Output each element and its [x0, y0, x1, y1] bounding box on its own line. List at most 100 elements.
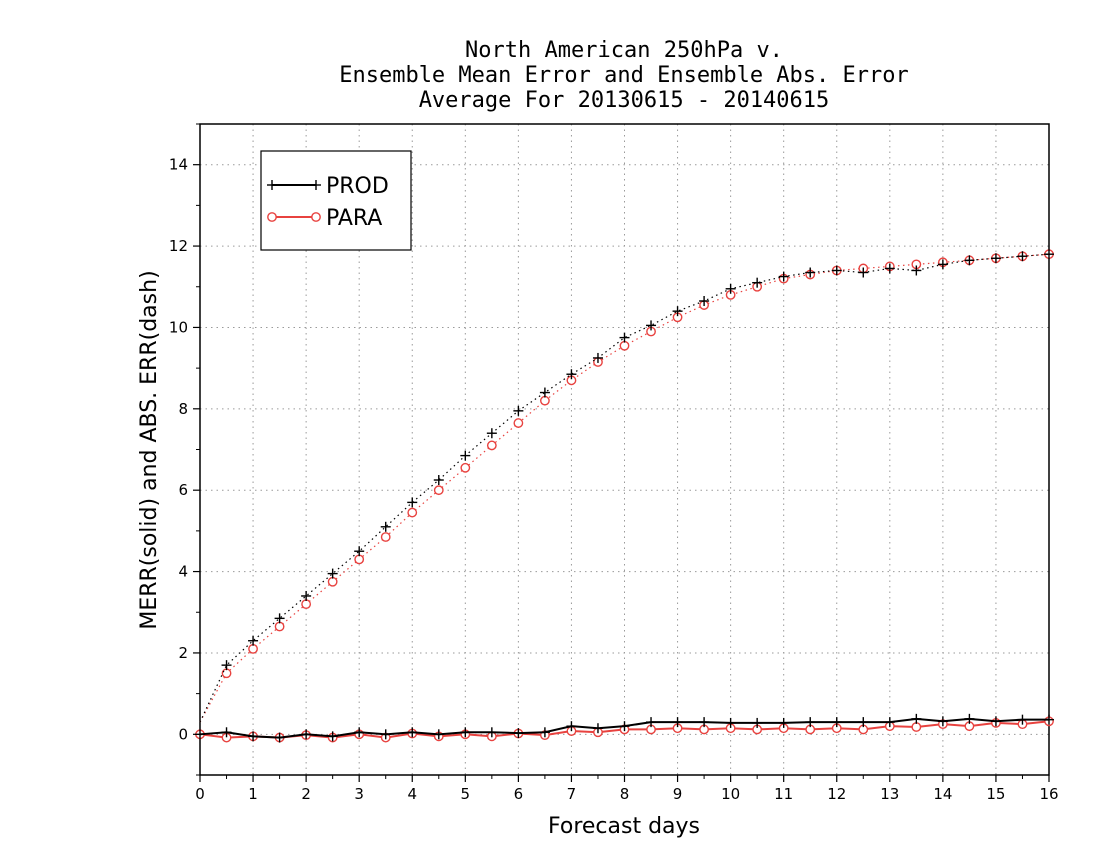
plus-marker: [619, 721, 630, 732]
x-tick-label: 5: [461, 785, 471, 803]
plus-marker: [725, 283, 736, 294]
plus-marker: [831, 265, 842, 276]
x-tick-label: 2: [301, 785, 311, 803]
chart-title-line-3: Average For 20130615 - 20140615: [419, 88, 830, 113]
x-tick-label: 8: [620, 785, 630, 803]
x-tick-label: 6: [514, 785, 524, 803]
plus-marker: [513, 405, 524, 416]
plus-marker: [486, 727, 497, 738]
x-tick-label: 4: [407, 785, 417, 803]
plus-marker: [460, 727, 471, 738]
plus-marker: [672, 306, 683, 317]
chart-title-line-2: Ensemble Mean Error and Ensemble Abs. Er…: [339, 63, 909, 88]
y-tick-label: 4: [178, 563, 188, 581]
circle-marker: [380, 532, 391, 542]
plus-marker: [964, 255, 975, 266]
plus-marker: [433, 729, 444, 740]
plus-marker: [937, 259, 948, 270]
plus-marker: [778, 717, 789, 728]
plus-marker: [752, 277, 763, 288]
plus-marker: [327, 568, 338, 579]
abs-error-line: [199, 253, 1050, 723]
plus-marker: [884, 717, 895, 728]
y-tick-label: 2: [178, 644, 188, 662]
circle-marker: [248, 643, 258, 654]
plus-marker: [990, 716, 1001, 727]
plus-marker: [354, 727, 365, 738]
circle-marker: [513, 418, 524, 428]
plus-marker: [566, 721, 577, 732]
legend-label: PARA: [326, 206, 382, 231]
x-tick-label: 11: [774, 785, 793, 803]
plus-marker: [301, 729, 312, 740]
x-tick-label: 9: [673, 785, 683, 803]
circle-marker: [221, 668, 232, 679]
plus-marker: [1044, 249, 1054, 260]
legend-marker: [311, 180, 321, 190]
x-tick-label: 14: [933, 785, 952, 803]
circle-marker: [274, 621, 285, 632]
plus-marker: [699, 717, 710, 728]
x-tick-label: 10: [721, 785, 740, 803]
x-tick-label: 0: [195, 785, 205, 803]
plus-marker: [1044, 714, 1054, 725]
plus-marker: [407, 497, 418, 508]
legend-item-prod: PROD: [267, 174, 389, 199]
plus-marker: [221, 660, 232, 671]
circle-marker: [540, 395, 550, 406]
legend: PROD PARA: [260, 150, 412, 251]
plus-marker: [301, 590, 312, 601]
plus-marker: [354, 546, 365, 557]
circle-marker: [486, 440, 497, 451]
y-tick-label: 10: [169, 318, 188, 336]
plus-marker: [195, 729, 205, 740]
x-tick-label: 16: [1039, 785, 1058, 803]
plus-marker: [752, 717, 763, 728]
circle-marker: [327, 576, 338, 587]
plus-marker: [805, 717, 816, 728]
plus-marker: [858, 717, 869, 728]
series-para-abs-error: [199, 249, 1054, 723]
plus-marker: [380, 729, 391, 740]
plus-marker: [592, 723, 603, 734]
plus-marker: [725, 717, 736, 728]
y-tick-label: 0: [178, 725, 188, 743]
plus-marker: [539, 387, 550, 398]
plus-marker: [646, 717, 657, 728]
plus-marker: [911, 265, 922, 276]
x-tick-label: 3: [354, 785, 364, 803]
plus-marker: [884, 263, 895, 274]
y-tick-label: 6: [178, 481, 188, 499]
plus-marker: [513, 728, 524, 739]
plus-marker: [831, 717, 842, 728]
x-tick-label: 15: [986, 785, 1005, 803]
y-tick-label: 8: [178, 400, 188, 418]
legend-box: [260, 150, 412, 251]
plus-marker: [539, 727, 550, 738]
x-tick-label: 7: [567, 785, 577, 803]
plus-marker: [858, 267, 869, 278]
legend-marker: [311, 212, 321, 222]
circle-marker: [460, 462, 471, 473]
plus-marker: [274, 613, 285, 624]
plus-marker: [964, 713, 975, 724]
circle-marker: [301, 599, 312, 610]
legend-marker: [267, 212, 277, 222]
plus-marker: [937, 716, 948, 727]
legend-marker: [267, 180, 277, 190]
plus-marker: [327, 731, 338, 742]
legend-label: PROD: [326, 174, 389, 199]
plus-marker: [619, 332, 630, 343]
plus-marker: [460, 450, 471, 461]
x-axis-label: Forecast days: [548, 814, 700, 839]
plus-marker: [646, 320, 657, 331]
plus-marker: [248, 731, 259, 742]
plot-area: [195, 249, 1054, 743]
plus-marker: [778, 271, 789, 282]
plus-marker: [380, 521, 391, 532]
x-tick-label: 1: [248, 785, 258, 803]
circle-marker: [407, 507, 418, 518]
circle-marker: [911, 722, 922, 732]
plus-marker: [592, 352, 603, 363]
